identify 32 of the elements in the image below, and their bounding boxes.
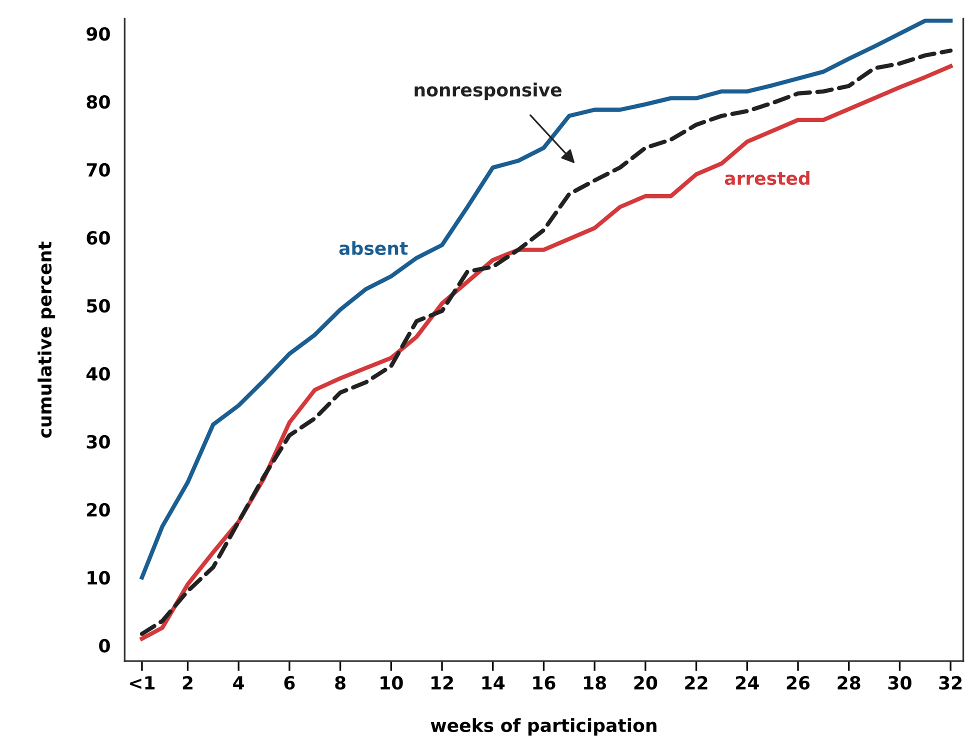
x-tick-label: 24 [736, 676, 759, 690]
x-tick-label: 8 [335, 676, 346, 690]
y-tick-label: 90 [86, 27, 110, 41]
x-tick-label: 12 [431, 676, 454, 690]
y-tick-label: 10 [88, 570, 110, 585]
series-label: arrested [724, 171, 810, 186]
y-tick-label: 0 [99, 638, 110, 653]
y-tick-label: 70 [86, 163, 110, 177]
x-tick-label: 22 [685, 676, 708, 690]
x-tick-label: 4 [233, 676, 244, 690]
x-tick-label: 18 [584, 676, 606, 690]
x-tick-label: 28 [838, 676, 860, 690]
x-tick-label: 32 [939, 676, 962, 690]
series-label: absent [339, 241, 408, 256]
y-axis-title: cumulative percent [38, 242, 56, 438]
y-tick-label: 20 [87, 502, 110, 517]
y-tick-label: 40 [86, 366, 110, 381]
x-tick-label: 26 [786, 676, 810, 690]
x-tick-label: 14 [482, 676, 505, 690]
y-tick-label: 50 [87, 299, 110, 313]
x-tick-label: 16 [533, 676, 556, 690]
x-axis-title: weeks of participation [430, 718, 656, 736]
y-tick-label: 30 [86, 434, 110, 449]
x-tick-label: 6 [284, 676, 295, 690]
x-tick-label: <1 [130, 676, 155, 690]
x-tick-label: 20 [634, 676, 658, 690]
x-tick-label: 30 [888, 676, 912, 690]
x-tick-label: 10 [380, 676, 403, 690]
x-tick-label: 2 [182, 676, 192, 690]
y-tick-label: 80 [86, 95, 110, 109]
text: nonresponsive [414, 82, 562, 100]
y-tick-label: 60 [86, 231, 110, 245]
